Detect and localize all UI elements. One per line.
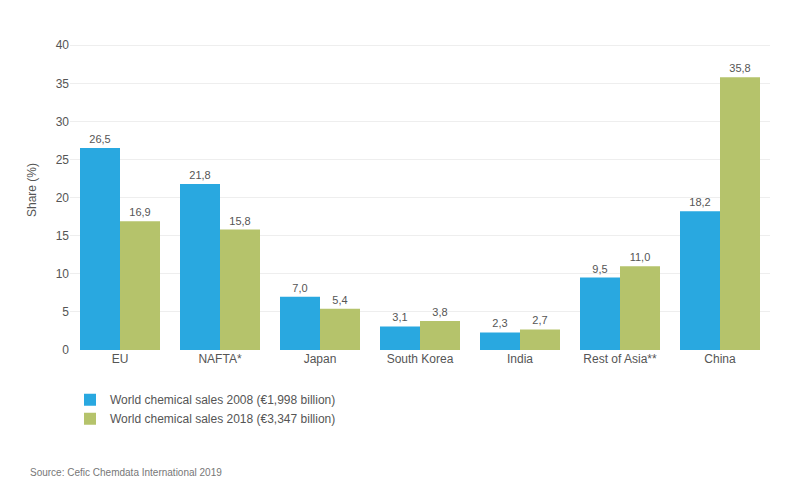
- svg-text:15,8: 15,8: [229, 215, 250, 227]
- svg-text:21,8: 21,8: [189, 169, 210, 181]
- svg-text:18,2: 18,2: [689, 196, 710, 208]
- svg-text:Japan: Japan: [304, 352, 337, 366]
- svg-text:World chemical sales 2008 (€1,: World chemical sales 2008 (€1,998 billio…: [110, 393, 335, 407]
- svg-text:3,1: 3,1: [392, 311, 407, 323]
- svg-text:25: 25: [56, 153, 70, 167]
- svg-text:NAFTA*: NAFTA*: [198, 352, 241, 366]
- svg-text:EU: EU: [112, 352, 129, 366]
- svg-text:2,3: 2,3: [492, 317, 507, 329]
- svg-text:20: 20: [56, 191, 70, 205]
- svg-text:10: 10: [56, 267, 70, 281]
- svg-text:0: 0: [62, 343, 69, 357]
- svg-text:35: 35: [56, 77, 70, 91]
- svg-text:15: 15: [56, 229, 70, 243]
- svg-text:9,5: 9,5: [592, 263, 607, 275]
- svg-text:26,5: 26,5: [89, 133, 110, 145]
- svg-text:3,8: 3,8: [432, 306, 447, 318]
- svg-text:Share (%): Share (%): [25, 163, 39, 217]
- svg-text:World chemical sales 2018 (€3,: World chemical sales 2018 (€3,347 billio…: [110, 412, 335, 426]
- svg-text:5,4: 5,4: [332, 294, 347, 306]
- svg-text:11,0: 11,0: [630, 251, 651, 263]
- svg-text:35,8: 35,8: [729, 62, 750, 74]
- svg-text:30: 30: [56, 115, 70, 129]
- svg-text:5: 5: [62, 305, 69, 319]
- svg-text:Source: Cefic Chemdata Interna: Source: Cefic Chemdata International 201…: [30, 467, 222, 478]
- svg-text:40: 40: [56, 38, 70, 52]
- svg-text:7,0: 7,0: [292, 282, 307, 294]
- svg-text:16,9: 16,9: [129, 206, 150, 218]
- svg-text:India: India: [507, 352, 533, 366]
- svg-text:China: China: [704, 352, 736, 366]
- svg-text:2,7: 2,7: [532, 314, 547, 326]
- svg-text:South Korea: South Korea: [387, 352, 454, 366]
- svg-text:Rest of Asia**: Rest of Asia**: [583, 352, 657, 366]
